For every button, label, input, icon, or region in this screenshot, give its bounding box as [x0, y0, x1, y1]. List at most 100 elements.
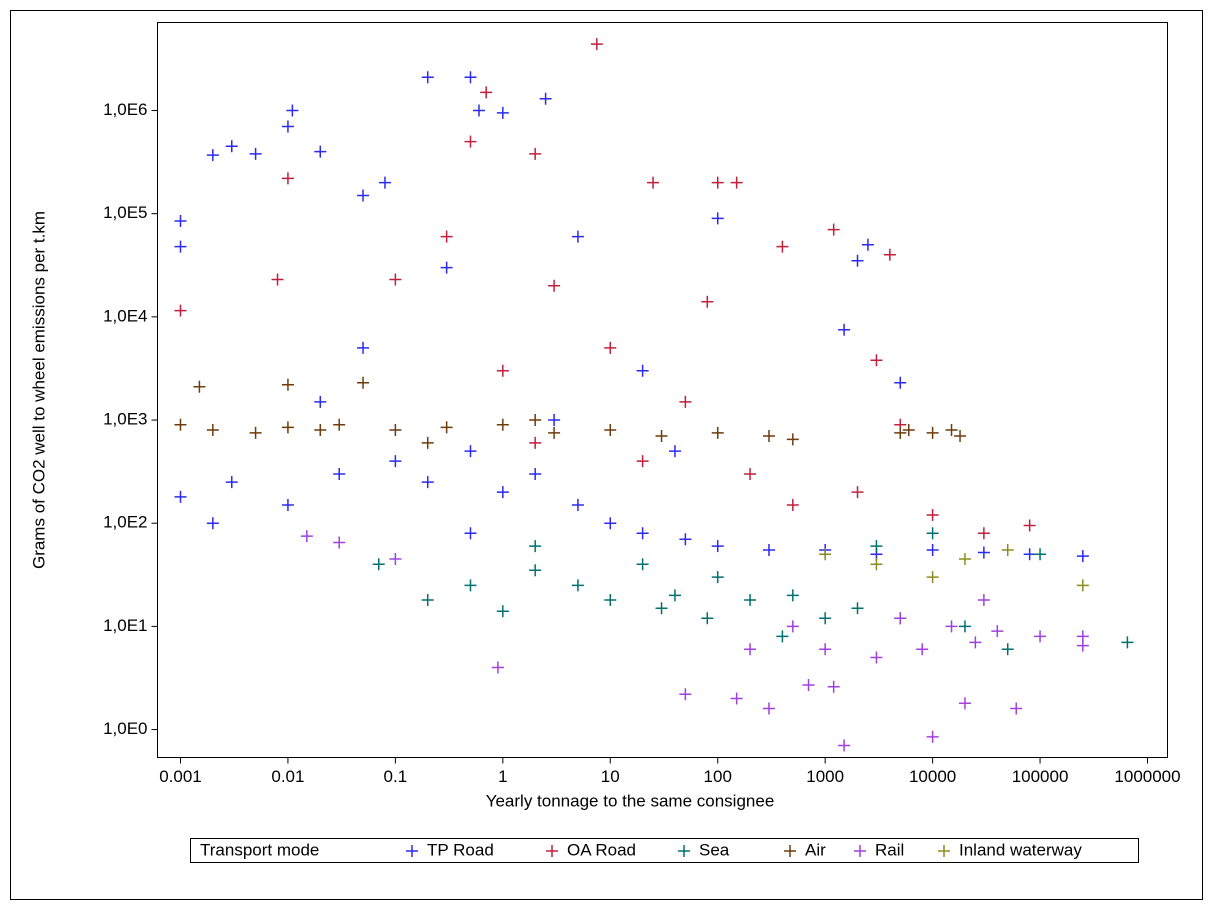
point [281, 378, 294, 391]
point [894, 376, 907, 389]
legend-label: TP Road [427, 840, 494, 859]
y-tick-label: 1,0E3 [103, 410, 147, 429]
point [954, 430, 967, 443]
point [827, 223, 840, 236]
point [333, 418, 346, 431]
point [870, 354, 883, 367]
point [870, 558, 883, 571]
point [711, 571, 724, 584]
point [819, 548, 832, 561]
point [281, 120, 294, 133]
point [655, 430, 668, 443]
y-axis-label: Grams of CO2 well to wheel emissions per… [29, 211, 48, 569]
point [496, 364, 509, 377]
point [314, 395, 327, 408]
point [1076, 550, 1089, 563]
point [225, 140, 238, 153]
point [679, 533, 692, 546]
point [861, 238, 874, 251]
point [851, 602, 864, 615]
legend-marker [546, 845, 558, 857]
point [762, 430, 775, 443]
point [604, 341, 617, 354]
point [464, 527, 477, 540]
point [1121, 636, 1134, 649]
point [945, 620, 958, 633]
point [679, 395, 692, 408]
legend-marker [938, 845, 950, 857]
point [225, 476, 238, 489]
point [851, 254, 864, 267]
point [496, 418, 509, 431]
point [529, 564, 542, 577]
point [958, 552, 971, 565]
point [926, 571, 939, 584]
point [548, 426, 561, 439]
point [786, 433, 799, 446]
point [281, 499, 294, 512]
point [870, 540, 883, 553]
point [926, 509, 939, 522]
point [440, 230, 453, 243]
point [249, 426, 262, 439]
point [206, 424, 219, 437]
point [991, 625, 1004, 638]
point [604, 424, 617, 437]
point [819, 612, 832, 625]
point [389, 273, 402, 286]
point [744, 594, 757, 607]
point [883, 248, 896, 261]
point [1001, 643, 1014, 656]
point [421, 476, 434, 489]
point [701, 612, 714, 625]
point [958, 620, 971, 633]
point [636, 558, 649, 571]
y-tick-label: 1,0E5 [103, 203, 147, 222]
point [1076, 579, 1089, 592]
point [300, 530, 313, 543]
point [762, 543, 775, 556]
y-tick-label: 1,0E6 [103, 100, 147, 119]
point [786, 620, 799, 633]
point [636, 455, 649, 468]
point [711, 212, 724, 225]
point [389, 455, 402, 468]
legend-marker [854, 845, 866, 857]
point [1023, 548, 1036, 561]
point [958, 697, 971, 710]
point [977, 527, 990, 540]
point [421, 436, 434, 449]
point [206, 517, 219, 530]
legend-marker [406, 845, 418, 857]
point [926, 730, 939, 743]
point [945, 424, 958, 437]
point [730, 692, 743, 705]
point [174, 490, 187, 503]
point [389, 424, 402, 437]
point [870, 651, 883, 664]
legend-label: Sea [699, 840, 730, 859]
point [786, 499, 799, 512]
point [916, 643, 929, 656]
legend-label: Air [805, 840, 826, 859]
point [776, 630, 789, 643]
point [548, 279, 561, 292]
x-tick-label: 0.1 [384, 767, 408, 786]
x-tick-label: 10 [601, 767, 620, 786]
point [472, 104, 485, 117]
point [819, 643, 832, 656]
point [357, 189, 370, 202]
point [636, 527, 649, 540]
legend-title: Transport mode [200, 840, 319, 859]
point [529, 540, 542, 553]
point [539, 92, 552, 105]
point [174, 214, 187, 227]
point [174, 418, 187, 431]
point [894, 612, 907, 625]
x-axis-label: Yearly tonnage to the same consignee [486, 791, 775, 810]
point [193, 380, 206, 393]
point [668, 445, 681, 458]
x-tick-label: 1000 [806, 767, 844, 786]
point [571, 579, 584, 592]
